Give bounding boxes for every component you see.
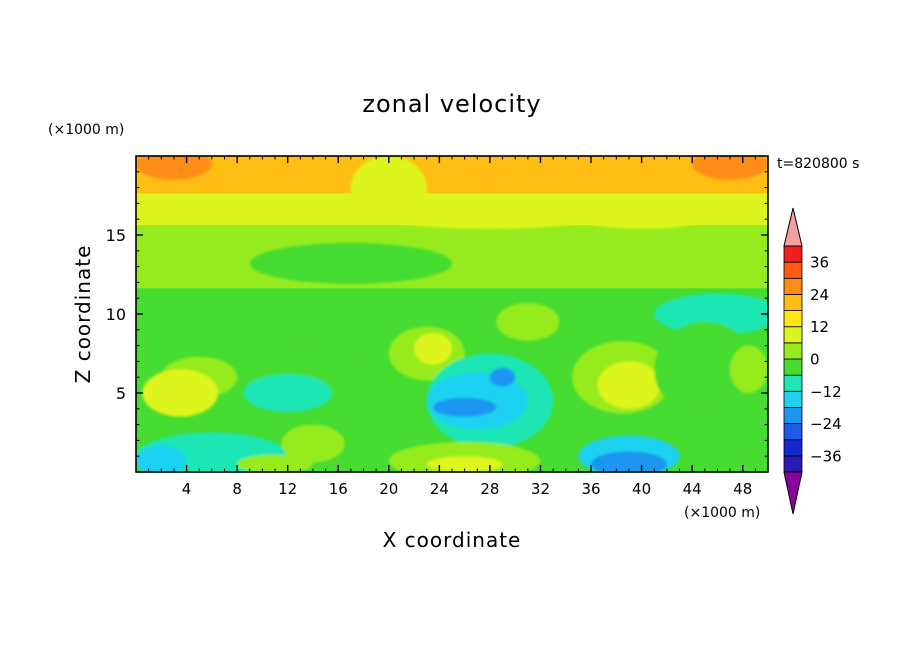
y-tick-label-5: 5: [116, 384, 126, 403]
colorbar-swatch-9: [783, 310, 803, 328]
colorbar-swatch-13: [783, 245, 803, 263]
colorbar-label-4: −12: [810, 383, 842, 401]
colorbar-swatch-6: [783, 358, 803, 376]
colorbar-swatch-10: [783, 294, 803, 311]
y-tick-label-15: 15: [106, 226, 126, 245]
colorbar-under-arrow: [783, 471, 803, 515]
field-feature-29: [591, 451, 667, 472]
x-tick-label-48: 48: [733, 480, 752, 498]
y-axis-units: (×1000 m): [48, 122, 124, 138]
field-feature-17: [489, 367, 516, 387]
field-feature-12: [414, 332, 452, 365]
colorbar-swatch-7: [783, 342, 803, 360]
field-feature-23: [136, 445, 187, 472]
x-tick-label-16: 16: [329, 480, 348, 498]
colorbar-swatch-0: [783, 455, 803, 473]
x-tick-label-28: 28: [480, 480, 499, 498]
x-tick-label-44: 44: [683, 480, 702, 498]
x-tick-label-20: 20: [379, 480, 398, 498]
field-band-0: [136, 156, 768, 198]
y-axis: 5 10 15: [106, 171, 768, 457]
x-axis: 4 8 12 16 20 24 28 32 36 40 44 48: [148, 156, 756, 498]
field-feature-20: [654, 321, 756, 417]
colorbar-label-0: 36: [810, 254, 829, 272]
colorbar-label-2: 12: [810, 318, 829, 336]
field-feature-5: [249, 242, 452, 284]
colorbar-over-arrow: [783, 207, 803, 247]
field-feature-4: [388, 209, 592, 229]
colorbar-swatch-8: [783, 326, 803, 344]
x-tick-label-24: 24: [430, 480, 449, 498]
colorbar-swatch-1: [783, 439, 803, 457]
y-axis-label: Z coordinate: [71, 245, 95, 384]
x-tick-label-32: 32: [531, 480, 550, 498]
field-feature-16: [433, 397, 497, 417]
field-feature-30: [679, 416, 756, 472]
colorbar-label-1: 24: [810, 286, 829, 304]
field-features: [136, 156, 768, 472]
field-feature-13: [496, 302, 560, 341]
x-axis-units: (×1000 m): [684, 505, 760, 521]
chart-title: zonal velocity: [362, 90, 541, 118]
field-band-2: [136, 225, 768, 293]
x-tick-label-40: 40: [632, 480, 651, 498]
field-feature-10: [243, 374, 332, 412]
field-feature-24: [281, 424, 345, 463]
colorbar-swatch-3: [783, 407, 803, 424]
field-feature-0: [136, 156, 212, 180]
field-feature-27: [426, 456, 503, 472]
x-tick-label-36: 36: [581, 480, 600, 498]
x-tick-label-8: 8: [232, 480, 242, 498]
x-tick-label-4: 4: [182, 480, 192, 498]
colorbar-swatch-12: [783, 261, 803, 279]
colorbar-label-3: 0: [810, 351, 820, 369]
colorbar-label-6: −36: [810, 447, 842, 465]
field-feature-8: [142, 369, 219, 417]
field-feature-21: [730, 345, 768, 393]
field-feature-6: [654, 293, 768, 335]
colorbar-swatch-2: [783, 423, 803, 441]
colorbar-swatch-4: [783, 390, 803, 408]
colorbar-swatch-5: [783, 374, 803, 392]
y-tick-label-10: 10: [106, 305, 126, 324]
velocity-field: [136, 156, 768, 472]
field-feature-3: [578, 209, 705, 229]
field-feature-2: [350, 156, 427, 220]
colorbar-label-5: −24: [810, 415, 842, 433]
time-label: t=820800 s: [777, 156, 859, 172]
colorbar: 36 24 12 0 −12 −24 −36: [783, 207, 842, 515]
colorbar-swatch-11: [783, 277, 803, 295]
field-feature-1: [692, 156, 768, 180]
field-feature-25: [237, 454, 313, 472]
x-axis-label: X coordinate: [383, 528, 522, 552]
x-tick-label-12: 12: [278, 480, 297, 498]
field-feature-19: [597, 361, 661, 409]
